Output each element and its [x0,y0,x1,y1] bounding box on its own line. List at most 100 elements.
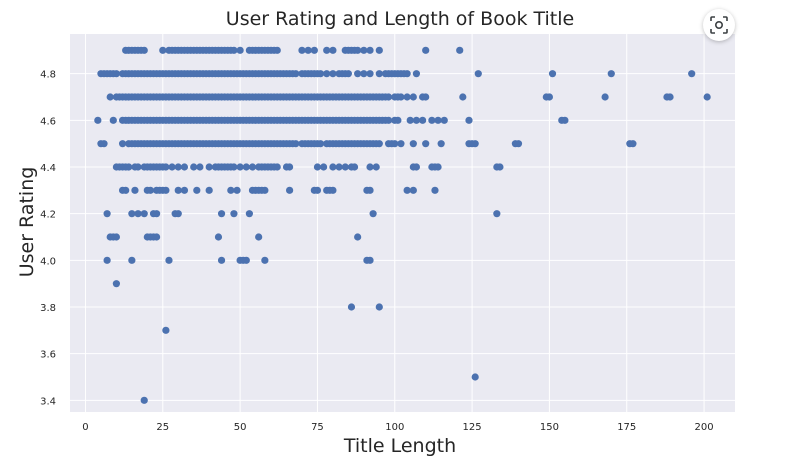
data-point [354,233,362,241]
data-point [125,163,133,171]
data-point [165,256,173,264]
data-point [128,256,136,264]
data-point [112,70,120,78]
y-tick-label: 3.4 [40,396,56,407]
data-point [310,46,318,54]
data-point [409,140,417,148]
data-point [233,186,241,194]
data-point [329,163,337,171]
data-point [335,163,343,171]
data-point [320,163,328,171]
data-point [205,186,213,194]
data-point [118,140,127,148]
chart-title: User Rating and Length of Book Title [226,8,574,30]
data-point [128,210,136,218]
data-point [168,163,176,171]
y-tick-label: 4.6 [40,116,56,127]
data-point [106,93,114,101]
data-point [391,140,399,148]
data-point [174,163,182,171]
data-point [134,163,142,171]
data-point [366,46,374,54]
data-point [230,210,238,218]
data-point [375,140,383,148]
data-point [146,186,155,194]
data-point [196,163,204,171]
data-point [548,70,557,78]
data-point [273,46,281,54]
data-point [94,116,102,124]
data-point [409,186,417,194]
x-tick-label: 0 [82,422,88,433]
data-point [412,70,421,78]
data-point [112,233,120,241]
data-point [354,46,362,54]
y-tick-label: 4.4 [40,163,56,174]
x-tick-label: 25 [156,422,169,433]
y-tick-label: 4.8 [40,70,56,81]
data-point [316,70,325,78]
data-point [316,140,325,148]
data-point [465,116,473,124]
data-point [354,70,362,78]
data-point [419,116,427,124]
data-point [366,163,374,171]
data-point [174,210,182,218]
data-point [688,70,696,78]
data-point [134,210,142,218]
data-point [412,116,421,124]
data-point [440,116,448,124]
data-point [323,46,331,54]
data-point [607,70,615,78]
data-point [193,186,201,194]
data-point [459,93,467,101]
data-point [545,93,554,101]
data-point [403,93,411,101]
data-point [329,186,337,194]
data-point [217,210,226,218]
data-point [255,233,263,241]
data-point [456,46,464,54]
lens-icon [710,16,728,34]
y-tick-labels: 3.4 3.6 3.8 4.0 4.2 4.4 4.6 4.8 [40,70,56,408]
data-point [236,46,244,54]
data-point [261,186,269,194]
data-point [217,256,226,264]
data-point [313,186,322,194]
data-point [341,163,349,171]
data-point [434,116,442,124]
lens-button[interactable] [703,9,735,41]
x-tick-labels: 0 25 50 75 100 125 150 175 200 [82,422,713,433]
data-point [230,163,238,171]
data-point [140,396,148,404]
data-point [205,163,213,171]
data-point [313,163,322,171]
data-point [434,163,442,171]
data-point [431,186,439,194]
data-point [394,116,402,124]
data-point [703,93,711,101]
x-tick-label: 175 [617,422,636,433]
data-point [437,140,445,148]
y-tick-label: 3.8 [40,303,56,314]
data-point [629,140,637,148]
y-axis-label: User Rating [16,167,38,278]
x-tick-label: 50 [234,422,247,433]
data-point [100,140,108,148]
y-tick-label: 3.6 [40,350,56,361]
data-point [292,70,300,78]
data-point [493,210,501,218]
data-point [347,303,356,311]
data-point [261,256,269,264]
data-point [428,116,436,124]
data-point [153,210,161,218]
data-point [366,186,374,194]
data-point [406,116,414,124]
data-point [230,46,238,54]
data-point [140,46,148,54]
data-point [162,186,170,194]
data-point [329,46,337,54]
data-point [403,186,411,194]
data-point [323,70,331,78]
data-point [159,46,167,54]
